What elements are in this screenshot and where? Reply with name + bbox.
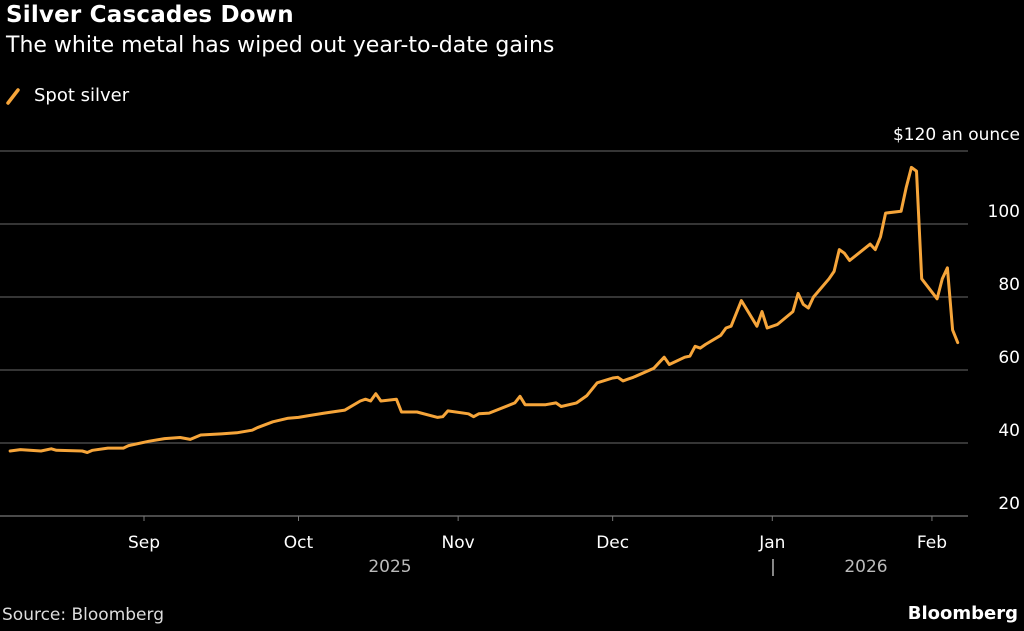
legend-line-icon: [6, 87, 20, 105]
x-tick-label: Nov: [442, 533, 475, 553]
y-tick-label: 40: [998, 421, 1020, 441]
chart-subtitle: The white metal has wiped out year-to-da…: [6, 33, 555, 58]
year-label: 2025: [368, 557, 411, 577]
year-label: 2026: [844, 557, 887, 577]
brand-logo: Bloomberg: [907, 603, 1018, 624]
y-tick-label: 60: [998, 348, 1020, 368]
series-line-spot-silver: [8, 165, 960, 454]
x-tick-label: Oct: [284, 533, 314, 553]
y-tick-label: $120 an ounce: [893, 125, 1020, 145]
year-label: |: [770, 557, 776, 577]
source-note: Source: Bloomberg: [2, 605, 164, 625]
chart-title: Silver Cascades Down: [6, 2, 294, 28]
y-tick-label: 80: [998, 275, 1020, 295]
x-tick-label: Jan: [758, 533, 785, 553]
y-tick-label: 20: [998, 494, 1020, 514]
legend-label: Spot silver: [34, 85, 130, 106]
y-tick-label: 100: [988, 202, 1020, 222]
x-tick-label: Feb: [917, 533, 947, 553]
legend: Spot silver: [6, 85, 129, 106]
x-tick-label: Sep: [128, 533, 160, 553]
x-tick-label: Dec: [596, 533, 629, 553]
